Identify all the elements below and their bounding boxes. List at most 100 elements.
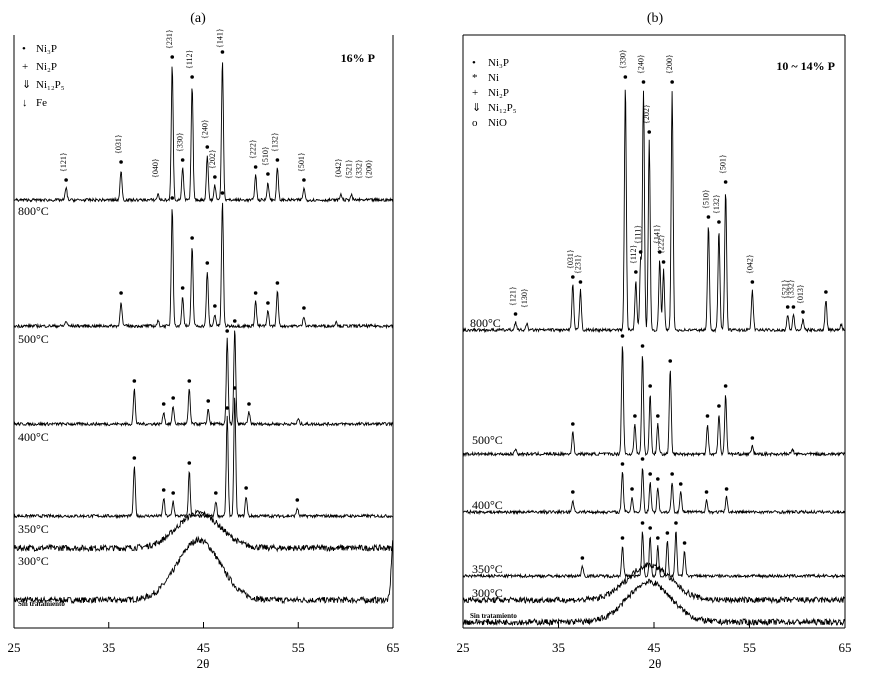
x-tick-label: 25 xyxy=(457,640,470,655)
panel-b: (b) 10 ~ 14% P • Ni₃P * Ni + Ni₂P ⇓ Ni₁₂… xyxy=(457,11,852,671)
hkl-label: {200} xyxy=(665,54,674,74)
panel-a-legend-text-0: Ni₃P xyxy=(36,43,57,55)
phase-marker xyxy=(213,175,217,179)
panel-b-legend-symbol-1: * xyxy=(472,72,478,84)
panel-a-composition: 16% P xyxy=(341,51,375,65)
hkl-label: {330} xyxy=(176,132,185,152)
phase-marker xyxy=(295,498,300,502)
panel-a-xlabel: 2θ xyxy=(197,656,210,671)
phase-marker xyxy=(750,436,755,440)
panel-b-temperature-labels: 800°C 500°C 400°C 350°C 300°C Sin tratamiento xyxy=(470,316,517,620)
phase-marker xyxy=(620,536,625,540)
temperature-label: 350°C xyxy=(472,562,503,576)
hkl-label: {240} xyxy=(636,54,645,74)
phase-marker xyxy=(785,305,790,309)
phase-marker xyxy=(253,165,258,169)
hkl-label: {130} xyxy=(520,288,529,308)
phase-marker xyxy=(302,306,306,310)
hkl-label: {042} xyxy=(745,254,754,274)
phase-marker xyxy=(674,521,678,525)
x-tick-label: 55 xyxy=(743,640,756,655)
phase-marker xyxy=(206,399,211,403)
phase-marker xyxy=(205,145,210,149)
phase-marker xyxy=(302,178,306,182)
phase-marker xyxy=(656,414,660,418)
phase-marker xyxy=(656,477,660,481)
x-tick-label: 45 xyxy=(648,640,661,655)
x-tick-label: 25 xyxy=(8,640,21,655)
phase-marker xyxy=(706,215,711,219)
hkl-label: {112} xyxy=(629,244,638,264)
temperature-label: 400°C xyxy=(472,498,503,512)
hkl-label: {510} xyxy=(261,146,270,166)
phase-marker xyxy=(640,521,645,525)
phase-marker xyxy=(665,531,670,535)
phase-marker xyxy=(119,160,123,164)
phase-marker xyxy=(640,457,645,461)
panel-a-temperature-labels: 800°C 500°C 400°C 350°C 300°C Sin tratamiento xyxy=(18,204,65,608)
diffraction-trace-350-c xyxy=(13,397,393,520)
x-tick-label: 35 xyxy=(552,640,565,655)
phase-marker xyxy=(247,402,251,406)
panel-a-legend-text-1: Ni₂P xyxy=(36,61,57,73)
phase-marker xyxy=(633,414,637,418)
phase-marker xyxy=(750,280,755,284)
hkl-label: {510} xyxy=(701,189,710,209)
panel-b-composition: 10 ~ 14% P xyxy=(776,59,835,73)
hkl-label: {200} xyxy=(364,159,373,179)
phase-marker xyxy=(275,158,280,162)
phase-marker xyxy=(717,220,721,224)
phase-marker xyxy=(571,422,575,426)
phase-marker xyxy=(704,490,709,494)
phase-marker xyxy=(225,329,229,333)
phase-marker xyxy=(661,260,666,264)
hkl-label: {222} xyxy=(657,234,666,254)
phase-marker xyxy=(723,180,728,184)
phase-marker xyxy=(253,291,258,295)
phase-marker xyxy=(170,196,175,200)
panel-b-legend-text-4: NiO xyxy=(488,117,507,129)
hkl-label: {330} xyxy=(618,49,627,69)
panel-a-legend-symbol-2: ⇓ xyxy=(22,79,31,91)
panel-a-legend-symbol-1: + xyxy=(22,61,28,73)
phase-marker xyxy=(791,305,796,309)
phase-marker xyxy=(670,472,674,476)
phase-marker xyxy=(132,456,137,460)
phase-marker xyxy=(190,75,194,79)
phase-marker xyxy=(225,406,229,410)
phase-marker xyxy=(648,472,652,476)
x-tick-label: 65 xyxy=(387,640,400,655)
phase-marker xyxy=(187,379,192,383)
phase-marker xyxy=(205,261,210,265)
panel-b-title: (b) xyxy=(647,11,664,26)
hkl-label: {111} xyxy=(634,225,643,244)
panel-a-legend: • Ni₃P + Ni₂P ⇓ Ni₁₂P₅ ↓ Fe xyxy=(22,43,65,109)
diffraction-trace-300-c xyxy=(13,509,394,553)
panel-a-legend-text-3: Fe xyxy=(36,97,47,109)
hkl-label: {202} xyxy=(208,149,217,169)
hkl-label: {141} xyxy=(215,28,224,48)
panel-b-legend-symbol-3: ⇓ xyxy=(472,102,481,114)
temperature-label: 500°C xyxy=(18,332,49,346)
phase-marker xyxy=(190,236,194,240)
phase-marker xyxy=(171,491,175,495)
panel-b-legend-text-0: Ni₃P xyxy=(488,57,509,69)
phase-marker xyxy=(275,281,280,285)
phase-marker xyxy=(705,414,710,418)
panel-b-hkl-labels: {121} {130} {031}{231} {330} {112}{111} {240}… xyxy=(509,49,805,308)
hkl-label: {132} xyxy=(712,194,721,214)
panel-a-title: (a) xyxy=(190,11,206,26)
x-tick-label: 55 xyxy=(292,640,305,655)
diffraction-trace-sin-tratamiento xyxy=(462,578,846,627)
phase-marker xyxy=(717,404,721,408)
panel-a-x-ticks: 25 35 45 55 65 xyxy=(8,622,400,655)
phase-marker xyxy=(801,310,805,314)
temperature-label: 800°C xyxy=(18,204,49,218)
phase-marker xyxy=(266,301,270,305)
phase-marker xyxy=(668,359,673,363)
phase-marker xyxy=(623,75,628,79)
phase-marker xyxy=(657,250,662,254)
diffraction-trace-800-c xyxy=(13,62,394,204)
phase-marker xyxy=(620,462,625,466)
